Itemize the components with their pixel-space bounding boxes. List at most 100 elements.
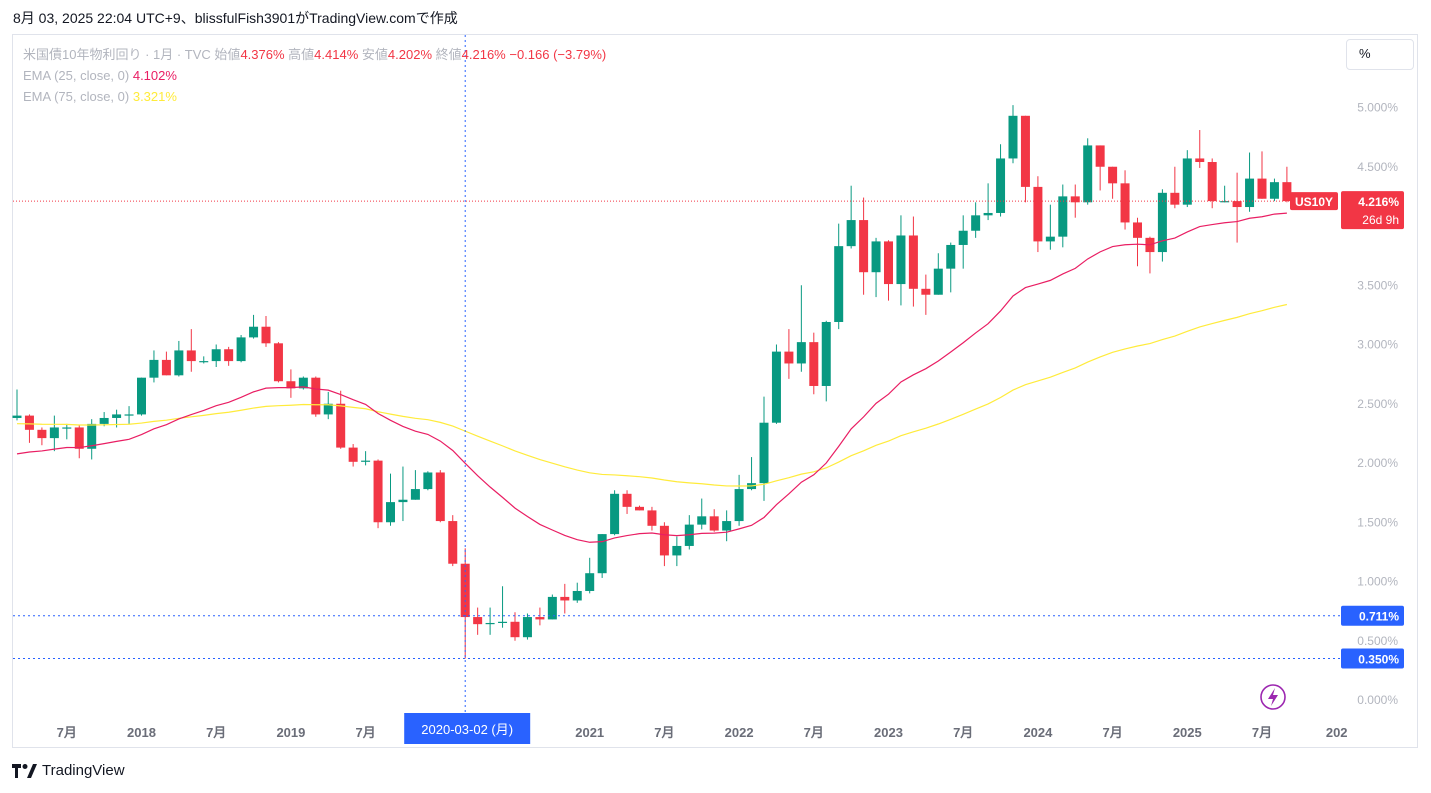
candle-body: [62, 427, 72, 429]
candle-down: [186, 329, 196, 372]
candle-body: [423, 472, 433, 490]
candle-body: [24, 415, 34, 430]
y-axis: 0.000% 0.500% 1.000% 1.500% 2.000% 2.500% 3.00…: [1357, 101, 1398, 708]
legend-symbol[interactable]: 米国債10年物利回り · 1月 · TVC: [23, 47, 211, 62]
candle-up: [423, 471, 433, 491]
candle-body: [1269, 182, 1279, 199]
legend-ema25-label[interactable]: EMA (25, close, 0): [23, 68, 130, 83]
candle-down: [348, 444, 358, 467]
candle-body: [74, 427, 84, 449]
x-axis-tick-label: 202: [1326, 725, 1348, 740]
y-axis-tick-label: 0.500%: [1357, 634, 1398, 648]
candle-body: [647, 510, 657, 526]
candle-down: [884, 240, 893, 301]
candle-up: [211, 344, 221, 368]
candle-body: [572, 590, 582, 601]
candle-body: [1245, 178, 1255, 208]
legend-ema75-label[interactable]: EMA (75, close, 0): [23, 89, 130, 104]
tradingview-logo-icon: [12, 763, 37, 778]
candle-up: [498, 586, 508, 628]
candle-down: [1282, 166, 1292, 203]
candle-body: [933, 268, 943, 295]
candle-down: [659, 522, 669, 567]
candle-up: [1182, 150, 1192, 208]
candle-body: [771, 351, 781, 423]
candle-body: [12, 415, 22, 418]
lightning-icon[interactable]: [1260, 684, 1286, 710]
x-axis-tick-label: 7月: [57, 725, 77, 740]
y-axis-tick-label: 2.000%: [1357, 456, 1398, 470]
candle-body: [37, 429, 47, 439]
countdown-label: 26d 9h: [1362, 213, 1399, 227]
y-axis-tick-label: 2.500%: [1357, 397, 1398, 411]
candle-body: [498, 621, 508, 623]
snapshot-header: 8月 03, 2025 22:04 UTC+9、blissfulFish3901…: [13, 10, 458, 26]
candle-up: [49, 415, 59, 452]
candle-body: [1045, 236, 1055, 242]
ema25-line: [16, 212, 1287, 543]
x-axis-tick-label: 2025: [1173, 725, 1202, 740]
candle-down: [37, 427, 47, 446]
candle-body: [809, 342, 819, 386]
candle-body: [174, 350, 184, 376]
candle-body: [398, 499, 408, 503]
candle-up: [1269, 178, 1279, 202]
candle-body: [597, 534, 607, 574]
candle-up: [821, 320, 831, 402]
candle-down: [1170, 166, 1180, 209]
candle-up: [124, 406, 134, 424]
candle-down: [560, 583, 570, 614]
candle-body: [99, 417, 109, 424]
legend-symbol-row[interactable]: 米国債10年物利回り · 1月 · TVC 始値4.376% 高値4.414% …: [23, 44, 606, 65]
legend-open-value: 4.376%: [240, 47, 285, 62]
candle-body: [435, 472, 445, 522]
candle-body: [547, 596, 557, 620]
y-axis-tick-label: 3.500%: [1357, 278, 1398, 292]
candle-body: [1282, 182, 1292, 202]
legend-ema75-value: 3.321%: [132, 89, 177, 104]
candle-up: [87, 419, 97, 460]
candle-body: [1157, 192, 1167, 253]
candle-up: [149, 350, 159, 383]
candle-body: [199, 361, 209, 363]
candle-body: [722, 521, 732, 531]
candle-up: [946, 242, 956, 293]
candle-up: [796, 285, 806, 372]
candle-down: [336, 390, 346, 449]
x-axis-tick-label: 2018: [127, 725, 156, 740]
last-price-label: 4.216%: [1358, 195, 1399, 209]
candle-body: [236, 337, 246, 362]
candle-body: [273, 343, 283, 382]
candle-down: [161, 351, 171, 376]
tradingview-logo[interactable]: TradingView: [12, 762, 125, 779]
candle-body: [386, 502, 395, 523]
legend-ema25-row[interactable]: EMA (25, close, 0) 4.102%: [23, 65, 606, 86]
crosshair-price-upper-bg: [1341, 605, 1404, 626]
candle-body: [161, 359, 171, 376]
candle-up: [1157, 189, 1167, 262]
candle-up: [771, 344, 781, 424]
legend-high-value: 4.414%: [314, 47, 359, 62]
candle-body: [323, 403, 333, 415]
candle-body: [510, 621, 520, 638]
y-axis-tick-label: 4.500%: [1357, 160, 1398, 174]
candle-down: [1257, 151, 1267, 199]
candle-up: [522, 613, 532, 640]
candle-body: [1008, 115, 1018, 159]
legend-ema75-row[interactable]: EMA (75, close, 0) 3.321%: [23, 86, 606, 107]
candle-up: [485, 607, 495, 635]
candle-down: [1133, 217, 1142, 267]
candle-up: [1058, 184, 1068, 248]
candle-body: [286, 381, 296, 389]
candle-up: [547, 594, 557, 620]
candle-down: [24, 414, 34, 443]
candle-up: [996, 144, 1006, 217]
percent-scale-button[interactable]: %: [1346, 39, 1414, 70]
candle-body: [697, 516, 707, 525]
legend-close-value: 4.216%: [461, 47, 506, 62]
candle-up: [62, 423, 72, 440]
candle-body: [759, 422, 769, 484]
candle-body: [124, 414, 134, 416]
candle-body: [1095, 145, 1105, 167]
